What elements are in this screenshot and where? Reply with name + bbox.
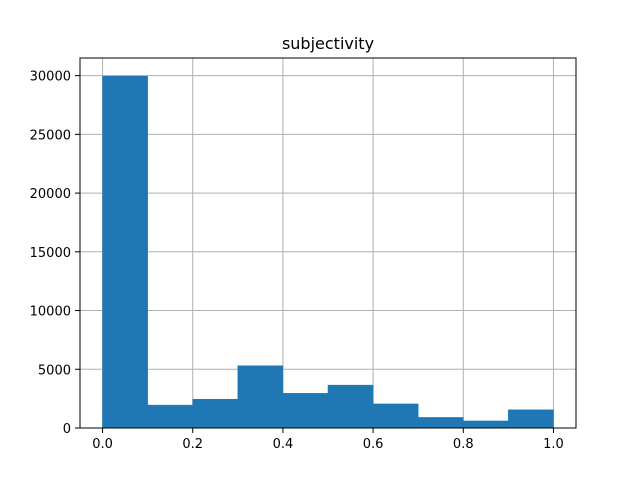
- axis-ticks: 0.0 0.2 0.4 0.6 0.8 1.0 0 5000 10000 15000 20000 25…: [30, 70, 564, 452]
- histogram-bar: [282, 393, 329, 429]
- y-tick-label: 15000: [30, 246, 71, 261]
- x-tick-label: 0.0: [92, 437, 113, 452]
- y-tick-label: 0: [63, 422, 71, 437]
- y-tick-label: 5000: [38, 363, 71, 378]
- histogram-bars: [102, 75, 554, 429]
- y-tick-label: 30000: [30, 70, 71, 85]
- grid-lines: [80, 58, 576, 429]
- histogram-bar: [463, 420, 509, 429]
- histogram-bar: [327, 384, 374, 429]
- histogram-bar: [102, 75, 148, 429]
- x-tick-label: 0.2: [182, 437, 203, 452]
- plot-axes: [79, 57, 577, 429]
- x-tick-label: 0.4: [273, 437, 294, 452]
- y-tick-label: 20000: [30, 187, 71, 202]
- y-tick-label: 25000: [30, 128, 71, 143]
- histogram-bar: [192, 398, 239, 429]
- x-tick-label: 0.6: [363, 437, 384, 452]
- histogram-bar: [417, 417, 464, 429]
- histogram-bar: [508, 409, 554, 429]
- plot-frame: [79, 57, 577, 429]
- x-tick-label: 1.0: [543, 437, 564, 452]
- chart-title: subjectivity: [282, 34, 374, 53]
- y-tick-label: 10000: [30, 305, 71, 320]
- histogram-bar: [147, 404, 193, 429]
- histogram-bar: [372, 403, 419, 429]
- histogram-bar: [237, 365, 284, 429]
- x-tick-label: 0.8: [453, 437, 474, 452]
